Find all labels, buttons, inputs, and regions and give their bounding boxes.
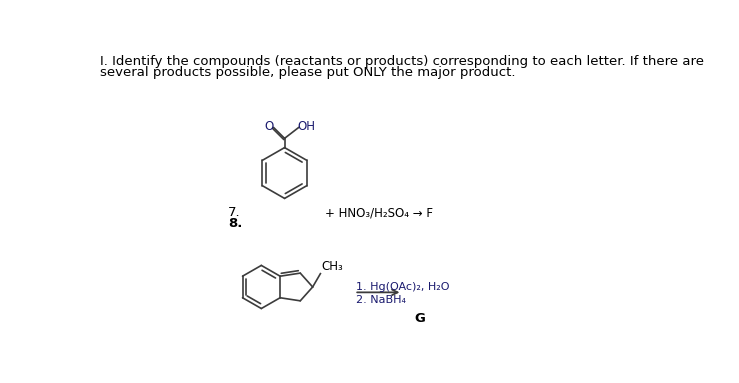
Text: several products possible, please put ONLY the major product.: several products possible, please put ON… xyxy=(100,66,516,79)
Text: OH: OH xyxy=(297,120,316,133)
Text: 2. NaBH₄: 2. NaBH₄ xyxy=(356,295,406,305)
Text: + HNO₃/H₂SO₄ → F: + HNO₃/H₂SO₄ → F xyxy=(325,206,433,219)
Text: O: O xyxy=(265,120,273,133)
Text: 8.: 8. xyxy=(228,217,242,230)
Text: I. Identify the compounds (reactants or products) corresponding to each letter. : I. Identify the compounds (reactants or … xyxy=(100,55,704,68)
Text: 7.: 7. xyxy=(228,206,241,219)
Text: G: G xyxy=(414,312,425,325)
Text: CH₃: CH₃ xyxy=(321,260,343,273)
Text: 1. Hg(OAc)₂, H₂O: 1. Hg(OAc)₂, H₂O xyxy=(356,282,449,291)
